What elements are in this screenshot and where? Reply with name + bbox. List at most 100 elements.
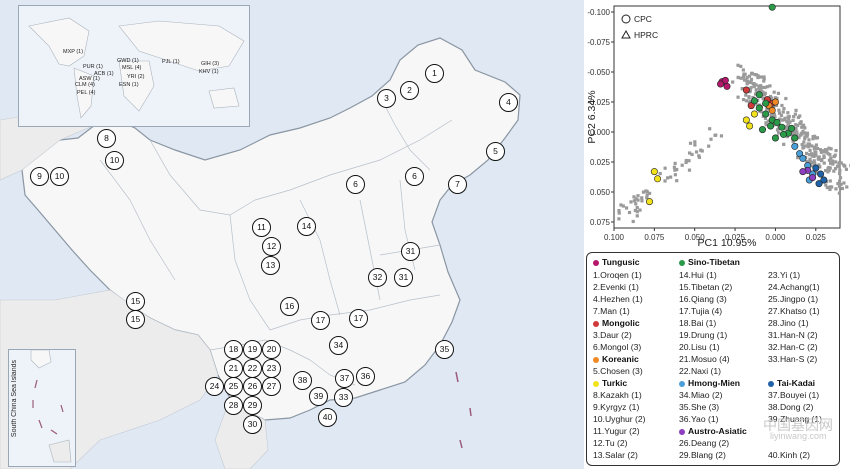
- hprc-legend-marker: [621, 29, 631, 39]
- x-tick-label: 0.025: [725, 233, 746, 242]
- watermark-url: liyinwang.com: [770, 431, 827, 441]
- hprc-point: [785, 135, 789, 139]
- y-tick-label: -0.100: [587, 8, 610, 17]
- hprc-point: [837, 184, 842, 188]
- site-marker: 39: [309, 387, 328, 406]
- hprc-point: [700, 149, 704, 153]
- hprc-point: [745, 82, 749, 86]
- hprc-point: [633, 208, 637, 213]
- legend-item: 20.Lisu (1): [679, 342, 720, 352]
- hprc-point: [764, 123, 768, 127]
- hprc-point: [635, 205, 639, 210]
- hprc-point: [756, 75, 760, 80]
- world-label: GWD (1): [117, 58, 139, 64]
- site-marker: 31: [394, 268, 413, 287]
- hprc-point: [801, 146, 805, 150]
- hprc-point: [836, 182, 840, 186]
- hprc-point: [831, 162, 835, 166]
- hprc-point: [803, 137, 807, 141]
- hprc-point: [840, 186, 845, 191]
- cpc-point-sino-tibetan: [780, 130, 788, 138]
- hprc-point: [748, 80, 752, 84]
- legend-item: 26.Deang (2): [679, 438, 730, 448]
- hprc-point: [632, 199, 637, 203]
- site-marker: 12: [262, 237, 281, 256]
- hprc-point: [772, 90, 776, 94]
- legend-item: 32.Han-C (2): [768, 342, 818, 352]
- hprc-point: [845, 185, 849, 189]
- hprc-point: [762, 79, 766, 83]
- site-marker: 3: [377, 89, 396, 108]
- hprc-point: [821, 149, 825, 153]
- legend-item: 38.Dong (2): [768, 402, 814, 412]
- hprc-point: [627, 210, 632, 215]
- hprc-point: [757, 84, 761, 88]
- cpc-point-turkic: [650, 168, 658, 176]
- hprc-point: [763, 85, 767, 90]
- hprc-point: [687, 151, 692, 155]
- hprc-point: [736, 95, 740, 99]
- site-marker: 4: [499, 93, 518, 112]
- cpc-point-turkic: [746, 122, 754, 130]
- legend-item: 10.Uyghur (2): [593, 414, 646, 424]
- world-label: YRI (2): [127, 74, 145, 80]
- hprc-point: [693, 143, 697, 147]
- y-tick-label: 0.075: [590, 218, 611, 227]
- hprc-point: [635, 210, 639, 214]
- hprc-point: [617, 209, 621, 213]
- hprc-point: [800, 142, 804, 147]
- hprc-point: [824, 150, 828, 154]
- hprc-point: [828, 179, 832, 183]
- hprc-point: [790, 133, 794, 137]
- hprc-point: [809, 164, 813, 168]
- cpc-point-hmong-mien: [791, 142, 799, 150]
- hprc-point: [764, 121, 768, 125]
- hprc-point: [777, 131, 781, 135]
- hprc-point: [778, 117, 782, 121]
- pca-chart: 0.100 0.075 0.050 0.025 0.000 0.025 -0.100 -0.…: [584, 0, 850, 250]
- hprc-point: [791, 118, 795, 122]
- hprc-point: [781, 110, 785, 114]
- hprc-point: [804, 133, 808, 138]
- hprc-point: [744, 93, 748, 97]
- site-marker: 14: [297, 217, 316, 236]
- site-marker: 25: [224, 377, 243, 396]
- hprc-point: [792, 132, 796, 136]
- cpc-point-turkic: [646, 198, 654, 206]
- cpc-point-turkic: [742, 116, 750, 124]
- hprc-point: [748, 89, 752, 93]
- hprc-point: [741, 98, 746, 102]
- hprc-point: [769, 113, 773, 117]
- site-marker: 26: [243, 377, 262, 396]
- cpc-point-tungusic: [721, 76, 729, 84]
- cpc-legend-label: CPC: [634, 14, 652, 24]
- hprc-point: [709, 137, 713, 141]
- hprc-point: [741, 68, 745, 72]
- legend-dot: [593, 320, 599, 327]
- hprc-point: [794, 126, 798, 131]
- hprc-point: [838, 176, 843, 180]
- legend-item: 9.Kyrgyz (1): [593, 402, 640, 412]
- hprc-point: [817, 155, 821, 159]
- hprc-point: [773, 115, 777, 119]
- hprc-point: [782, 118, 786, 122]
- legend-item: 4.Hezhen (1): [593, 294, 643, 304]
- hprc-point: [828, 187, 832, 192]
- hprc-point: [793, 129, 798, 133]
- hprc-point: [752, 84, 756, 89]
- site-marker: 10: [50, 167, 69, 186]
- hprc-point: [785, 124, 790, 128]
- site-marker: 10: [105, 151, 124, 170]
- hprc-point: [673, 173, 677, 177]
- hprc-point: [708, 127, 712, 131]
- hprc-point: [619, 203, 623, 207]
- hprc-point: [801, 123, 806, 127]
- y-tick-label: 0.050: [590, 188, 611, 197]
- hprc-point: [831, 159, 835, 163]
- site-marker: 11: [252, 218, 271, 237]
- hprc-point: [837, 165, 841, 169]
- hprc-point: [673, 168, 677, 172]
- hprc-point: [826, 167, 830, 171]
- hprc-point: [761, 91, 765, 95]
- watermark: 中国基因网: [763, 417, 833, 433]
